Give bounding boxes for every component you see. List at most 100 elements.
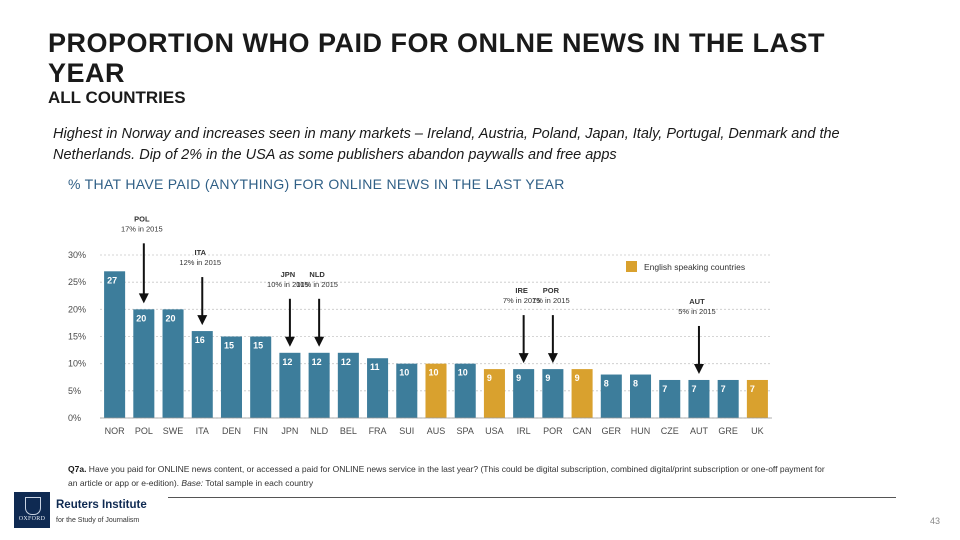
bar-value-label: 9: [516, 373, 521, 383]
annotation-note: 10% in 2015: [296, 280, 338, 289]
x-tick-label: SUI: [399, 426, 414, 436]
x-tick-label: ITA: [196, 426, 209, 436]
slide-title: PROPORTION WHO PAID FOR ONLNE NEWS IN TH…: [48, 28, 825, 88]
bar-fin: [250, 336, 272, 418]
crest-icon: [25, 497, 41, 515]
y-tick-label: 25%: [68, 277, 86, 287]
x-tick-label: POL: [135, 426, 153, 436]
bar-value-label: 12: [341, 357, 351, 367]
bar-den: [220, 336, 242, 418]
annotation-arrow-head: [197, 315, 208, 326]
bar-nor: [104, 271, 126, 418]
annotation-code: POL: [134, 214, 150, 223]
annotation-arrow-head: [693, 363, 704, 374]
bar-irl: [513, 369, 535, 418]
bar-sui: [396, 363, 418, 418]
x-tick-label: CZE: [661, 426, 679, 436]
bar-value-label: 7: [750, 384, 755, 394]
intro-text: Highest in Norway and increases seen in …: [53, 126, 840, 163]
logo-word: OXFORD: [18, 516, 46, 522]
bar-value-label: 16: [195, 335, 205, 345]
footnote-base-label: Base:: [181, 478, 204, 488]
bar-cze: [659, 379, 681, 418]
annotation-note: 7% in 2015: [503, 296, 541, 305]
bar-value-label: 15: [253, 341, 263, 351]
footnote-question-id: Q7a.: [68, 464, 87, 474]
x-tick-label: SPA: [457, 426, 474, 436]
footer-divider: [168, 497, 896, 498]
brand-name: Reuters Institute: [56, 499, 147, 511]
page-number: 43: [929, 516, 940, 526]
slide-subtitle: ALL COUNTRIES: [48, 88, 186, 107]
annotation-code: NLD: [309, 270, 325, 279]
x-tick-label: DEN: [222, 426, 241, 436]
oxford-logo: OXFORD: [14, 492, 50, 528]
x-tick-label: IRL: [517, 426, 531, 436]
bar-gre: [717, 379, 739, 418]
x-tick-label: GER: [602, 426, 622, 436]
annotation-arrow-head: [138, 293, 149, 304]
y-tick-label: 15%: [68, 332, 86, 342]
annotation-note: 17% in 2015: [121, 224, 163, 233]
bar-spa: [454, 363, 476, 418]
bar-value-label: 20: [166, 313, 176, 323]
bar-value-label: 9: [487, 373, 492, 383]
bar-nld: [308, 352, 330, 418]
x-tick-label: AUT: [690, 426, 709, 436]
x-tick-label: AUS: [427, 426, 446, 436]
annotation-note: 5% in 2015: [678, 307, 716, 316]
x-tick-label: HUN: [631, 426, 651, 436]
bar-can: [571, 369, 593, 418]
bar-ger: [600, 374, 622, 418]
x-tick-label: NLD: [310, 426, 329, 436]
bar-value-label: 8: [604, 379, 609, 389]
x-tick-label: BEL: [340, 426, 357, 436]
footnote: Q7a. Have you paid for ONLINE news conte…: [68, 462, 828, 490]
y-tick-label: 0%: [68, 413, 81, 423]
annotation-code: JPN: [281, 270, 296, 279]
bar-bel: [337, 352, 359, 418]
brand-subtitle: for the Study of Journalism: [56, 517, 140, 524]
x-tick-label: NOR: [105, 426, 126, 436]
bar-aut: [688, 379, 710, 418]
bar-value-label: 12: [282, 357, 292, 367]
bar-value-label: 7: [721, 384, 726, 394]
annotation-note: 7% in 2015: [532, 296, 570, 305]
x-tick-label: UK: [751, 426, 764, 436]
x-tick-label: FIN: [253, 426, 268, 436]
annotation-code: ITA: [194, 248, 206, 257]
y-tick-label: 5%: [68, 386, 81, 396]
footnote-question: Have you paid for ONLINE news content, o…: [68, 464, 825, 488]
bar-value-label: 27: [107, 275, 117, 285]
bar-aus: [425, 363, 447, 418]
x-tick-label: USA: [485, 426, 504, 436]
annotation-code: POR: [543, 286, 560, 295]
bar-value-label: 7: [691, 384, 696, 394]
chart-heading: % THAT HAVE PAID (ANYTHING) FOR ONLINE N…: [68, 176, 565, 192]
bar-value-label: 9: [545, 373, 550, 383]
x-tick-label: SWE: [163, 426, 184, 436]
bar-value-label: 9: [575, 373, 580, 383]
bar-uk: [746, 379, 768, 418]
annotation-arrow-head: [518, 353, 529, 364]
bar-hun: [630, 374, 652, 418]
annotation-note: 12% in 2015: [179, 258, 221, 267]
annotation-code: IRE: [515, 286, 528, 295]
bar-swe: [162, 309, 184, 418]
annotation-arrow-head: [314, 336, 325, 347]
bar-value-label: 8: [633, 379, 638, 389]
bar-value-label: 15: [224, 341, 234, 351]
annotation-note: 10% in 2015: [267, 280, 309, 289]
annotation-arrow-head: [547, 353, 558, 364]
x-tick-label: FRA: [369, 426, 387, 436]
bar-value-label: 7: [662, 384, 667, 394]
bar-value-label: 10: [458, 368, 468, 378]
y-tick-label: 10%: [68, 359, 86, 369]
bar-usa: [483, 369, 505, 418]
legend-label: English speaking countries: [644, 262, 745, 272]
bar-value-label: 11: [370, 362, 380, 372]
bar-value-label: 10: [428, 368, 438, 378]
bar-value-label: 12: [312, 357, 322, 367]
x-tick-label: GRE: [718, 426, 738, 436]
